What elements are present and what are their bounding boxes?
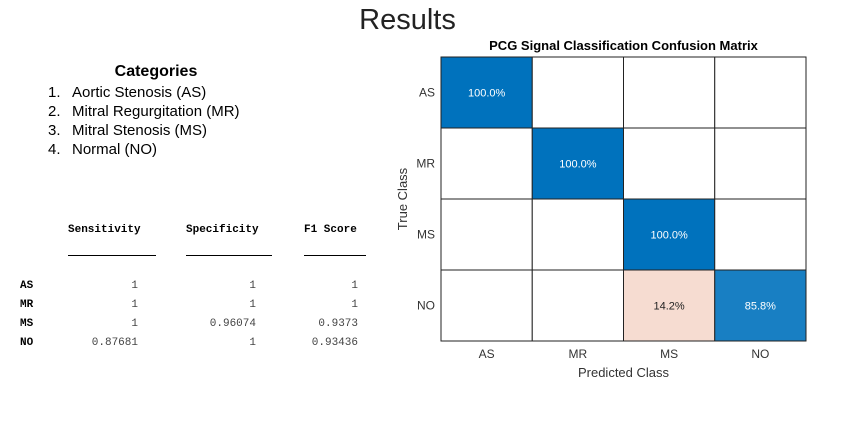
matrix-cell bbox=[531, 269, 624, 342]
table-cell: 1 bbox=[131, 280, 138, 292]
y-tick-label: MR bbox=[416, 157, 435, 171]
x-axis-label: Predicted Class bbox=[578, 365, 670, 380]
matrix-cell bbox=[623, 56, 716, 129]
category-item: 4. Normal (NO) bbox=[48, 141, 157, 158]
row-label: AS bbox=[20, 280, 34, 292]
slide-title: Results bbox=[359, 4, 456, 36]
matrix-cell bbox=[440, 127, 533, 200]
header-rule bbox=[186, 255, 272, 256]
matrix-cell bbox=[623, 127, 716, 200]
matrix-cell bbox=[714, 56, 807, 129]
y-tick-label: AS bbox=[419, 86, 435, 100]
table-cell: 0.93436 bbox=[311, 337, 358, 349]
cell-label: 14.2% bbox=[654, 301, 685, 313]
row-label: MS bbox=[20, 318, 34, 330]
table-cell: 1 bbox=[249, 299, 256, 311]
matrix-cell bbox=[531, 56, 624, 129]
cell-label: 85.8% bbox=[745, 301, 776, 313]
row-label: MR bbox=[20, 299, 34, 311]
matrix-cell bbox=[623, 198, 716, 271]
col-header-f1: F1 Score bbox=[304, 224, 357, 236]
matrix-cell bbox=[714, 198, 807, 271]
matrix-cell bbox=[531, 198, 624, 271]
x-tick-label: AS bbox=[479, 347, 495, 361]
table-cell: 1 bbox=[249, 280, 256, 292]
matrix-cell bbox=[440, 198, 533, 271]
row-label: NO bbox=[20, 337, 34, 349]
cell-label: 100.0% bbox=[468, 88, 506, 100]
table-cell: 1 bbox=[249, 337, 256, 349]
table-cell: 1 bbox=[351, 280, 358, 292]
y-axis-label: True Class bbox=[395, 167, 410, 230]
table-cell: 1 bbox=[351, 299, 358, 311]
x-tick-label: MS bbox=[660, 347, 678, 361]
header-rule bbox=[68, 255, 156, 256]
table-cell: 0.96074 bbox=[209, 318, 256, 330]
y-tick-label: NO bbox=[417, 299, 435, 313]
matrix-cell bbox=[440, 269, 533, 342]
table-cell: 1 bbox=[131, 299, 138, 311]
y-tick-label: MS bbox=[417, 228, 435, 242]
x-tick-label: MR bbox=[569, 347, 588, 361]
chart-title: PCG Signal Classification Confusion Matr… bbox=[489, 38, 758, 53]
cell-label: 100.0% bbox=[650, 230, 688, 242]
matrix-cell bbox=[714, 127, 807, 200]
categories-list: 1. Aortic Stenosis (AS) 2. Mitral Regurgit… bbox=[48, 83, 240, 159]
table-cell: 1 bbox=[131, 318, 138, 330]
x-tick-label: NO bbox=[751, 347, 769, 361]
category-item: 3. Mitral Stenosis (MS) bbox=[48, 122, 208, 139]
table-cell: 0.9373 bbox=[318, 318, 358, 330]
categories-heading: Categories bbox=[114, 63, 198, 80]
matrix-cell bbox=[714, 269, 807, 342]
col-header-specificity: Specificity bbox=[186, 224, 259, 236]
matrix-cell bbox=[623, 269, 716, 342]
cell-label: 100.0% bbox=[559, 159, 597, 171]
col-header-sensitivity: Sensitivity bbox=[68, 224, 141, 236]
category-item: 1. Aortic Stenosis (AS) bbox=[48, 84, 207, 101]
table-cell: 0.87681 bbox=[91, 337, 138, 349]
header-rule bbox=[304, 255, 366, 256]
category-item: 2. Mitral Regurgitation (MR) bbox=[48, 103, 240, 120]
